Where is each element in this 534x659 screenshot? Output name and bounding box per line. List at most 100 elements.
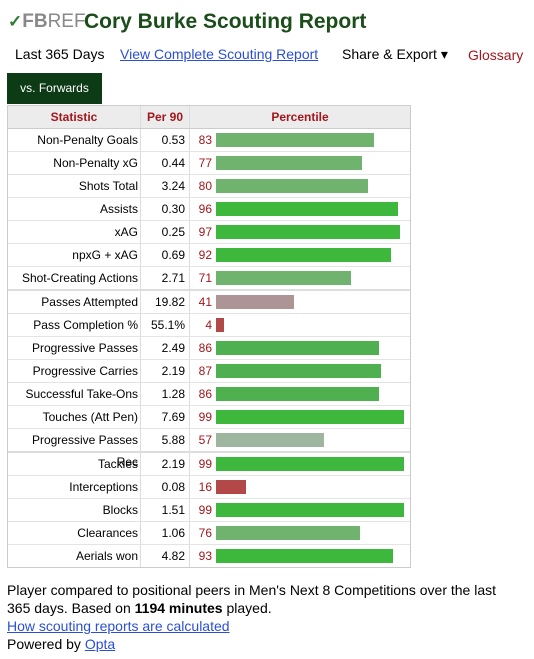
per90: 2.19	[141, 453, 190, 475]
percentile: 16	[198, 480, 212, 494]
powered: Powered by	[7, 636, 85, 652]
percentile: 92	[198, 248, 212, 262]
percentile-bar	[216, 225, 401, 239]
per90: 0.25	[141, 221, 190, 243]
percentile: 83	[198, 133, 212, 147]
percentile-bar	[216, 179, 368, 193]
statistic: npxG + xAG	[8, 244, 141, 266]
statistic: Non-Penalty Goals	[8, 129, 141, 151]
percentile-cell: 99	[190, 499, 410, 521]
statistic: Progressive Passes Rec	[8, 429, 141, 469]
percentile-cell: 86	[190, 337, 410, 359]
column-header: Per 90	[141, 106, 190, 128]
group-separator	[8, 289, 410, 291]
title: Cory Burke Scouting Report	[84, 10, 367, 33]
table-row: Shot-Creating Actions 2.71 71	[8, 266, 410, 289]
tab[interactable]: vs. Forwards	[7, 73, 102, 104]
percentile: 99	[198, 457, 212, 471]
percentile-cell: 4	[190, 314, 410, 336]
table-row: Clearances 1.06 76	[8, 521, 410, 544]
statistic: Shot-Creating Actions	[8, 267, 141, 289]
percentile-cell: 80	[190, 175, 410, 197]
percentile-cell: 87	[190, 360, 410, 382]
percentile: 97	[198, 225, 212, 239]
table: Statistic Per 90 Percentile Non-Penalty …	[7, 105, 411, 568]
statistic: Blocks	[8, 499, 141, 521]
per90: 5.88	[141, 429, 190, 451]
percentile-bar	[216, 271, 351, 285]
per90: 55.1%	[141, 314, 190, 336]
opta-link[interactable]: Opta	[84, 636, 116, 652]
percentile-bar	[216, 526, 361, 540]
per90: 2.49	[141, 337, 190, 359]
percentile-cell: 76	[190, 522, 410, 544]
table-row: Touches (Att Pen) 7.69 99	[8, 405, 410, 428]
percentile-bar	[216, 133, 374, 147]
percentile: 76	[198, 526, 212, 540]
percentile-cell: 57	[190, 429, 410, 451]
percentile-bar	[216, 503, 405, 517]
percentile-cell: 16	[190, 476, 410, 498]
percentile-bar	[216, 549, 393, 563]
percentile: 99	[198, 503, 212, 517]
per90: 0.30	[141, 198, 190, 220]
per90: 1.28	[141, 383, 190, 405]
table-row: Passes Attempted 19.82 41	[8, 291, 410, 313]
percentile: 87	[198, 364, 212, 378]
percentile-bar	[216, 433, 325, 447]
per90: 3.24	[141, 175, 190, 197]
percentile-cell: 77	[190, 152, 410, 174]
statistic: Assists	[8, 198, 141, 220]
statistic: Tackles	[8, 453, 141, 475]
per90: 7.69	[141, 406, 190, 428]
per90: 19.82	[141, 291, 190, 313]
percentile: 77	[198, 156, 212, 170]
percentile-bar	[216, 410, 405, 424]
share-menu[interactable]: Share & Export ▾	[342, 46, 448, 62]
percentile: 86	[198, 387, 212, 401]
howto-link[interactable]: How scouting reports are calculated	[7, 618, 230, 634]
percentile-bar	[216, 387, 380, 401]
percentile-bar	[216, 364, 382, 378]
statistic: Clearances	[8, 522, 141, 544]
per90: 0.08	[141, 476, 190, 498]
percentile-bar	[216, 248, 391, 262]
percentile-cell: 41	[190, 291, 410, 313]
footer-text: played.	[222, 600, 272, 616]
percentile-cell: 86	[190, 383, 410, 405]
table-row: Progressive Carries 2.19 87	[8, 359, 410, 382]
per90: 0.69	[141, 244, 190, 266]
period[interactable]: Last 365 Days	[15, 46, 105, 62]
statistic: Progressive Passes	[8, 337, 141, 359]
per90: 0.44	[141, 152, 190, 174]
table-row: Tackles 2.19 99	[8, 453, 410, 475]
table-row: Interceptions 0.08 16	[8, 475, 410, 498]
percentile-bar	[216, 202, 399, 216]
table-row: xAG 0.25 97	[8, 220, 410, 243]
per90: 0.53	[141, 129, 190, 151]
percentile: 57	[198, 433, 212, 447]
logo[interactable]: ✓FBREF	[8, 11, 86, 32]
percentile-bar	[216, 341, 380, 355]
percentile-cell: 99	[190, 406, 410, 428]
group-separator	[8, 451, 410, 453]
table-row: Pass Completion % 55.1% 4	[8, 313, 410, 336]
statistic: Touches (Att Pen)	[8, 406, 141, 428]
percentile: 71	[198, 271, 212, 285]
percentile: 86	[198, 341, 212, 355]
complete-link[interactable]: View Complete Scouting Report	[120, 46, 319, 62]
logo-fb: FB	[22, 11, 48, 32]
per90: 2.19	[141, 360, 190, 382]
glossary[interactable]: Glossary	[468, 47, 524, 63]
table-row: Progressive Passes 2.49 86	[8, 336, 410, 359]
percentile-bar	[216, 480, 247, 494]
percentile-bar	[216, 156, 363, 170]
logo-ref: REF	[47, 11, 86, 32]
percentile-bar	[216, 457, 405, 471]
minutes: 1194 minutes	[134, 600, 223, 616]
percentile: 80	[198, 179, 212, 193]
percentile: 96	[198, 202, 212, 216]
table-header: Statistic Per 90 Percentile	[8, 106, 410, 129]
table-row: Non-Penalty xG 0.44 77	[8, 151, 410, 174]
